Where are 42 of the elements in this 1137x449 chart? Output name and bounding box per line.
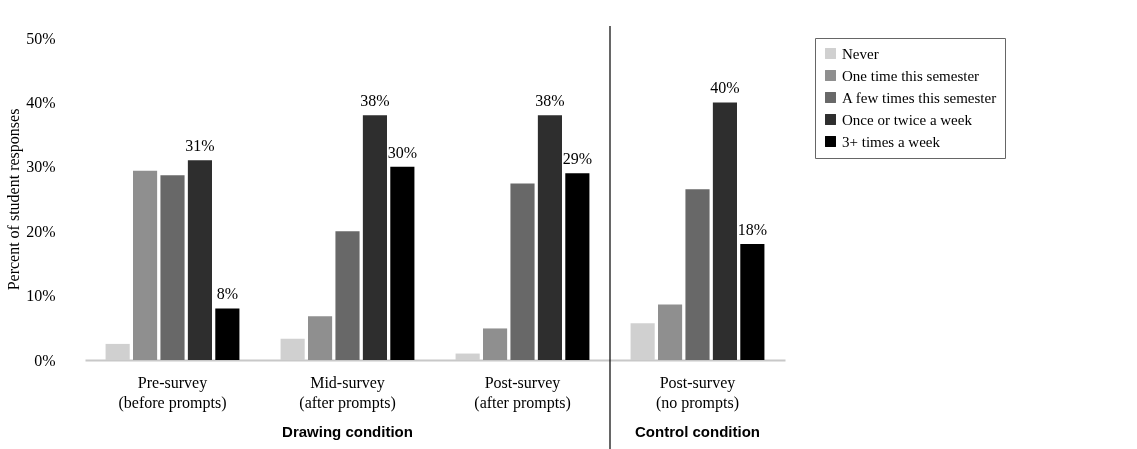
x-tick-label: Pre-survey (before prompts) [118,373,227,412]
bar [133,170,158,360]
text: Control condition [635,423,760,440]
bar [362,115,387,360]
x-tick-label: Post-survey (no prompts) [655,373,740,412]
bar [335,231,360,360]
bar [510,183,535,360]
bar [308,316,333,360]
data-label: 30% [387,143,418,161]
y-tick-label: 10% [26,287,56,305]
data-label: 38% [535,92,565,110]
legend-label: 3+ times a week [842,133,941,150]
text: Drawing condition [282,423,413,440]
x-tick-label: Mid-survey (after prompts) [299,373,396,412]
bar [187,160,212,360]
bar [537,115,562,360]
bar [740,244,765,360]
y-tick-label: 50% [26,29,56,47]
y-tick-label: 30% [26,158,56,176]
data-label: 29% [562,150,593,168]
legend-label: One time this semester [842,67,980,84]
y-axis-title: Percent of student responses [5,108,24,291]
legend-label: A few times this semester [842,89,997,106]
data-label: 31% [185,137,215,155]
bar [565,173,590,360]
y-tick-label: 20% [26,222,56,240]
bar [658,304,683,360]
bar [160,175,185,360]
y-tick-label: 0% [34,351,56,369]
data-label: 38% [360,92,390,110]
legend-label: Once or twice a week [842,111,973,128]
data-label: 18% [737,221,768,239]
legend-label: Never [842,45,879,62]
bar [712,102,737,360]
bar [483,328,508,360]
data-label: 40% [710,79,740,97]
data-label: 8% [216,285,239,303]
x-tick-label: Post-survey (after prompts) [474,373,571,412]
bar [390,166,415,360]
y-tick-label: 40% [26,93,56,111]
bar [685,189,710,360]
bar [215,308,240,360]
